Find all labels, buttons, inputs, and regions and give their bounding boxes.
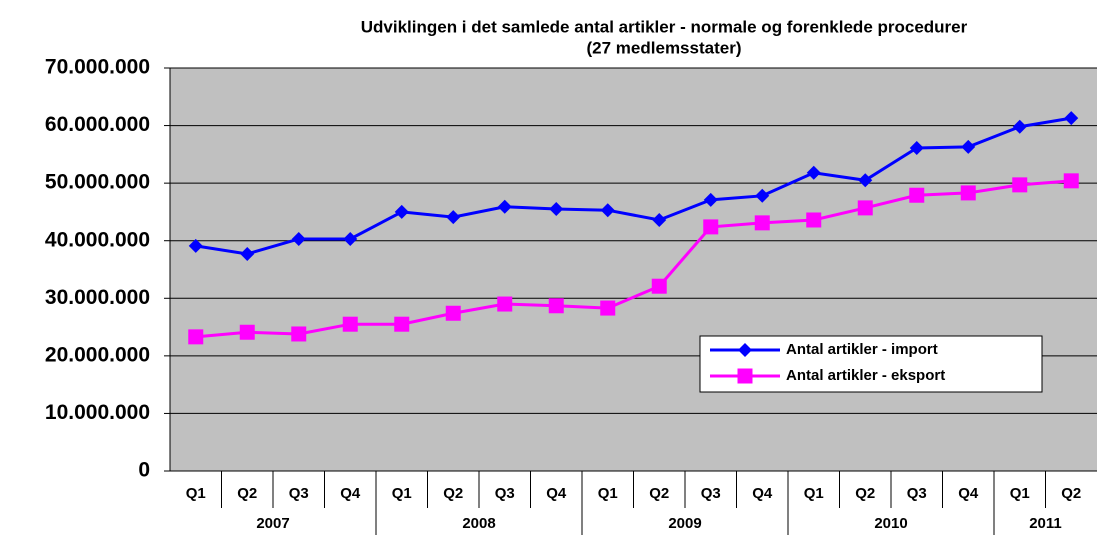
data-point: [291, 231, 306, 246]
data-point: [497, 199, 512, 214]
x-tick-label: Q4: [546, 485, 567, 502]
data-point: [1012, 177, 1028, 193]
x-tick-label: Q3: [495, 485, 515, 502]
x-tick-label: Q3: [907, 485, 927, 502]
data-point: [651, 278, 667, 294]
x-group-label: 2011: [1029, 515, 1062, 532]
x-tick-label: Q2: [649, 485, 669, 502]
data-point: [858, 173, 873, 188]
data-point: [806, 165, 821, 180]
x-group-label: 2010: [874, 515, 907, 532]
data-point: [652, 212, 667, 227]
x-tick-label: Q3: [289, 485, 309, 502]
y-tick-label: 20.000.000: [45, 343, 150, 366]
data-point: [754, 215, 770, 231]
y-tick-label: 40.000.000: [45, 228, 150, 251]
x-tick-label: Q1: [598, 485, 618, 502]
data-point: [909, 141, 924, 156]
data-point: [806, 212, 822, 228]
x-tick-label: Q2: [443, 485, 463, 502]
series-line: [195, 116, 1072, 256]
data-point: [549, 202, 564, 217]
data-point: [445, 305, 461, 321]
x-tick-label: Q2: [855, 485, 875, 502]
data-point: [188, 238, 203, 253]
x-tick-label: Q1: [1010, 485, 1030, 502]
data-point: [188, 329, 204, 345]
x-tick-label: Q2: [237, 485, 257, 502]
y-tick-label: 10.000.000: [45, 401, 150, 424]
data-point: [240, 246, 255, 261]
x-tick-label: Q4: [340, 485, 361, 502]
x-group-label: 2009: [668, 515, 701, 532]
chart-subtitle: (27 medlemsstater): [587, 38, 742, 57]
data-point: [1064, 111, 1079, 126]
y-tick-label: 0: [138, 459, 150, 482]
y-tick-label: 50.000.000: [45, 171, 150, 194]
data-point: [703, 192, 718, 207]
x-tick-label: Q4: [958, 485, 979, 502]
data-point: [961, 139, 976, 154]
legend-label: Antal artikler - eksport: [786, 367, 945, 384]
data-point: [239, 324, 255, 340]
data-point: [600, 300, 616, 316]
data-point: [600, 203, 615, 218]
data-point: [394, 316, 410, 332]
plot-area: [170, 68, 1097, 471]
x-group-label: 2008: [462, 515, 495, 532]
data-point: [960, 185, 976, 201]
data-point: [909, 187, 925, 203]
data-point: [703, 219, 719, 235]
data-point: [291, 326, 307, 342]
data-point: [497, 296, 513, 312]
data-point: [857, 200, 873, 216]
legend-marker: [738, 343, 752, 357]
data-point: [1063, 173, 1079, 189]
data-point: [1012, 119, 1027, 134]
x-tick-label: Q1: [392, 485, 412, 502]
data-point: [548, 298, 564, 314]
data-point: [342, 316, 358, 332]
x-tick-label: Q1: [804, 485, 824, 502]
x-tick-label: Q2: [1061, 485, 1081, 502]
y-tick-label: 30.000.000: [45, 286, 150, 309]
chart-title: Udviklingen i det samlede antal artikler…: [361, 17, 968, 36]
legend-label: Antal artikler - import: [786, 341, 938, 358]
x-tick-label: Q1: [186, 485, 206, 502]
x-group-label: 2007: [256, 515, 289, 532]
data-point: [343, 231, 358, 246]
data-point: [446, 210, 461, 225]
x-tick-label: Q3: [701, 485, 721, 502]
data-point: [394, 204, 409, 219]
legend-marker: [737, 368, 753, 384]
series-line: [195, 179, 1072, 339]
x-tick-label: Q4: [752, 485, 773, 502]
legend: [699, 335, 1043, 393]
y-tick-label: 70.000.000: [45, 56, 150, 79]
data-point: [755, 188, 770, 203]
y-tick-label: 60.000.000: [45, 113, 150, 136]
